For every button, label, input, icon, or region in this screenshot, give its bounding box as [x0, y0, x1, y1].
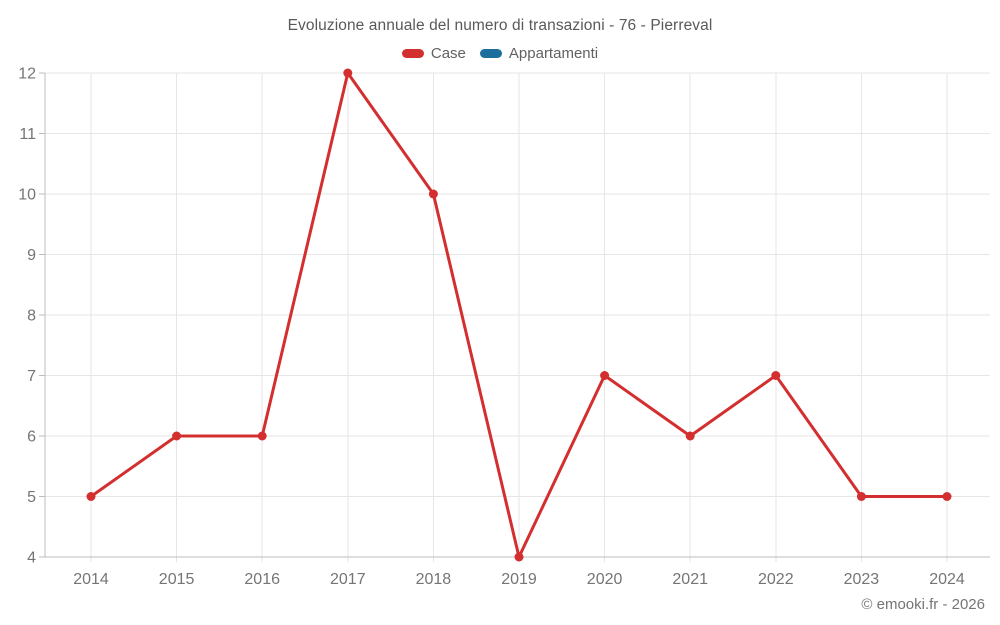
legend: Case Appartamenti [0, 45, 1000, 62]
data-point [514, 552, 524, 562]
y-tick-label: 7 [27, 368, 36, 385]
legend-label: Appartamenti [508, 45, 599, 62]
data-point [428, 189, 438, 199]
data-point [86, 492, 96, 501]
data-point [343, 68, 353, 78]
data-point [771, 371, 781, 380]
y-tick-label: 4 [27, 550, 36, 567]
x-tick-label: 2015 [159, 571, 195, 588]
case-series-swatch-icon [401, 49, 424, 58]
x-tick-label: 2019 [501, 571, 537, 588]
data-point [856, 492, 866, 501]
legend-item-appartamenti[interactable]: Appartamenti [479, 45, 599, 62]
x-tick-label: 2024 [929, 571, 965, 588]
data-point [257, 431, 267, 441]
data-point [685, 431, 695, 441]
watermark-text: © emooki.fr - 2026 [861, 596, 985, 613]
x-tick-label: 2016 [244, 571, 280, 588]
x-tick-label: 2018 [416, 571, 452, 588]
x-tick-label: 2014 [73, 571, 109, 588]
y-tick-label: 9 [27, 247, 36, 264]
y-tick-label: 10 [18, 187, 36, 204]
y-tick-label: 6 [27, 429, 36, 446]
data-point [172, 431, 182, 441]
data-point [942, 492, 952, 501]
y-tick-label: 11 [19, 126, 36, 143]
appartamenti-series-swatch-icon [479, 49, 502, 58]
x-tick-label: 2022 [758, 571, 794, 588]
chart-title: Evoluzione annuale del numero di transaz… [287, 17, 713, 34]
data-point [600, 371, 610, 380]
y-tick-label: 5 [27, 489, 36, 506]
legend-label: Case [430, 45, 466, 62]
x-tick-label: 2020 [587, 571, 623, 588]
x-tick-label: 2017 [330, 571, 366, 588]
y-tick-label: 8 [27, 308, 36, 325]
legend-item-case[interactable]: Case [401, 45, 466, 62]
x-tick-label: 2021 [672, 571, 708, 588]
y-tick-label: 12 [18, 66, 36, 83]
x-tick-label: 2023 [844, 571, 880, 588]
